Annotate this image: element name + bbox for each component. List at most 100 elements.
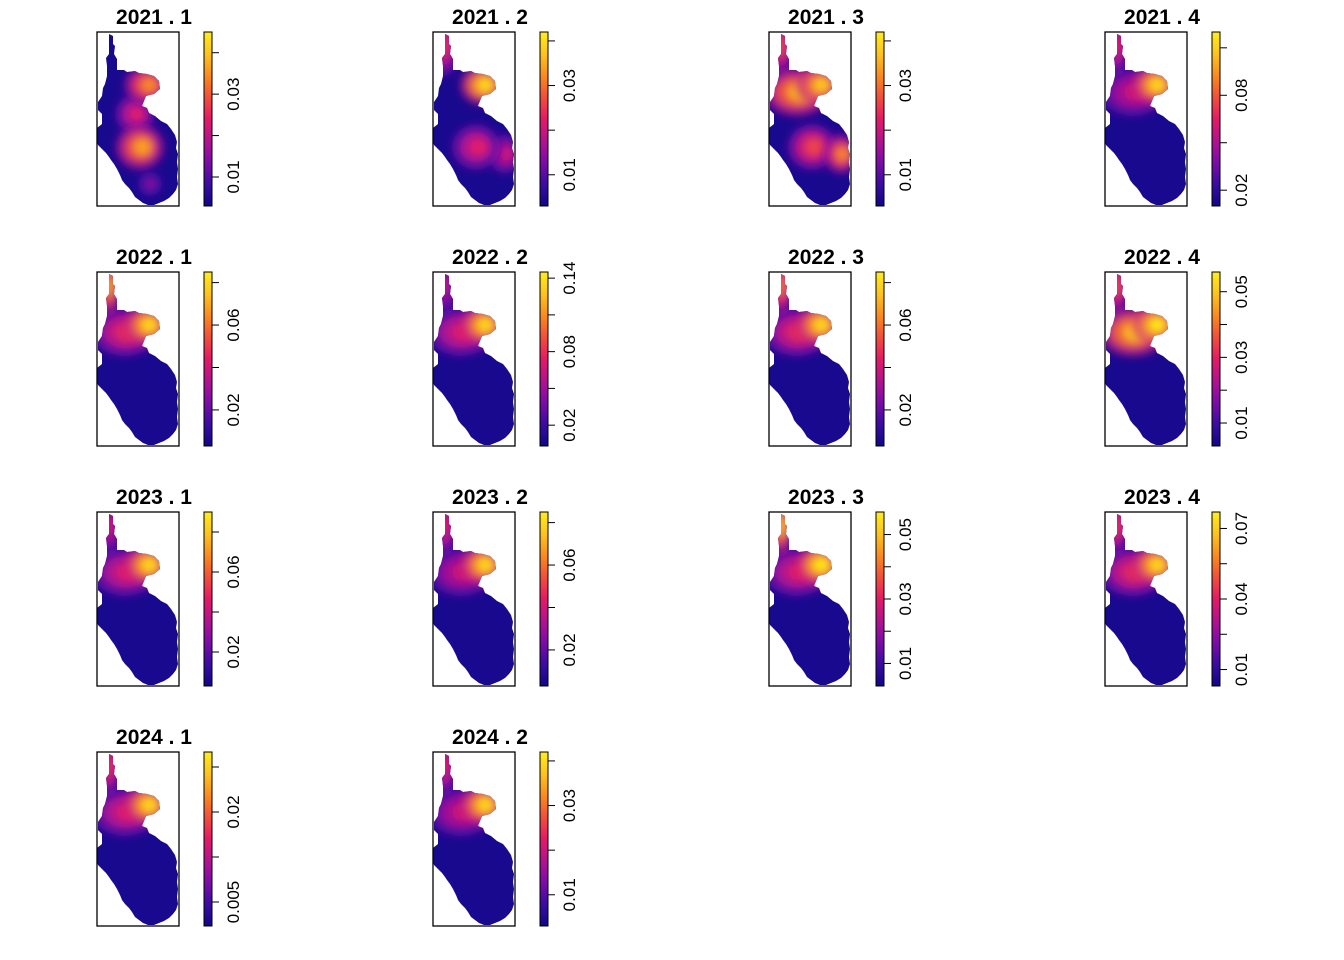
colorbar-tick-label: 0.01: [896, 158, 915, 191]
colorbar-tick-label: 0.02: [560, 409, 579, 442]
density-hotspot: [1132, 65, 1178, 105]
map-panel: 2022 . 2 0.02 0.08 0.14: [432, 246, 579, 447]
colorbar: [1212, 272, 1220, 446]
density-hotspot: [452, 124, 500, 170]
colorbar: [540, 512, 548, 686]
panel-title: 2022 . 4: [1124, 246, 1200, 269]
map-frame: [432, 511, 516, 687]
colorbar-tick-label: 0.03: [896, 69, 915, 102]
density-layer: [1105, 34, 1178, 116]
panel-title: 2021 . 3: [788, 6, 864, 29]
colorbar-tick-label: 0.08: [1232, 79, 1251, 112]
colorbar-tick-label: 0.06: [896, 309, 915, 342]
map-frame: [1104, 271, 1188, 447]
panel-title: 2021 . 4: [1124, 6, 1200, 29]
map-panel: 2021 . 1 0.01 0.03: [96, 6, 243, 207]
colorbar-tick-label: 0.01: [896, 647, 915, 680]
colorbar-tick-label: 0.01: [1232, 406, 1251, 439]
map-frame: [432, 271, 516, 447]
colorbar-tick-label: 0.02: [896, 393, 915, 426]
map-panel: 2024 . 2 0.01 0.03: [432, 726, 579, 927]
map-frame: [96, 751, 180, 927]
colorbar: [876, 272, 884, 446]
panel-title: 2023 . 1: [116, 486, 192, 509]
map-panel: 2022 . 1 0.02 0.06: [96, 246, 243, 447]
colorbar: [876, 512, 884, 686]
panel-title: 2023 . 3: [788, 486, 864, 509]
density-hotspot: [796, 305, 842, 345]
panel-title: 2024 . 1: [116, 726, 192, 749]
panel-title: 2023 . 2: [452, 486, 528, 509]
colorbar-tick-label: 0.01: [224, 160, 243, 193]
density-layer: [433, 514, 506, 596]
map-panel: 2021 . 2 0.01 0.03: [432, 6, 579, 207]
colorbar-tick-label: 0.02: [224, 795, 243, 828]
colorbar-tick-label: 0.005: [224, 881, 243, 924]
panel-title: 2021 . 2: [452, 6, 528, 29]
panel-title: 2024 . 2: [452, 726, 528, 749]
colorbar: [204, 272, 212, 446]
map-panel: 2022 . 3 0.02 0.06: [768, 246, 915, 447]
colorbar-tick-label: 0.03: [1232, 341, 1251, 374]
density-hotspot: [796, 545, 842, 585]
colorbar-tick-label: 0.02: [1232, 174, 1251, 207]
density-layer: [1105, 274, 1178, 356]
colorbar: [204, 32, 212, 206]
colorbar-tick-label: 0.01: [1232, 653, 1251, 686]
density-layer: [433, 754, 506, 836]
colorbar-tick-label: 0.14: [560, 262, 579, 295]
colorbar-tick-label: 0.06: [224, 309, 243, 342]
colorbar-tick-label: 0.03: [896, 582, 915, 615]
density-hotspot: [824, 134, 850, 174]
density-hotspot: [1132, 305, 1178, 345]
map-panel: 2023 . 2 0.02 0.06: [432, 486, 579, 687]
colorbar: [540, 272, 548, 446]
density-hotspot: [1132, 545, 1178, 585]
panel-title: 2022 . 1: [116, 246, 192, 269]
colorbar: [1212, 32, 1220, 206]
colorbar-tick-label: 0.03: [560, 789, 579, 822]
density-hotspot: [138, 172, 162, 196]
density-layer: [433, 274, 506, 356]
colorbar-tick-label: 0.03: [224, 78, 243, 111]
density-hotspot: [788, 124, 836, 170]
map-panel: 2021 . 4 0.02 0.08: [1104, 6, 1251, 207]
panel-title: 2022 . 2: [452, 246, 528, 269]
density-hotspot: [460, 545, 506, 585]
density-hotspot: [796, 65, 842, 105]
map-frame: [1104, 511, 1188, 687]
density-layer: [97, 754, 170, 836]
map-frame: [96, 31, 180, 207]
colorbar-tick-label: 0.01: [560, 158, 579, 191]
density-hotspot: [124, 785, 170, 825]
map-frame: [768, 271, 852, 447]
density-hotspot: [460, 785, 506, 825]
density-layer: [97, 274, 170, 356]
map-panel: 2024 . 1 0.005 0.02: [96, 726, 243, 927]
colorbar-tick-label: 0.02: [560, 633, 579, 666]
map-panel: 2023 . 3 0.01 0.03 0.05: [768, 486, 915, 687]
density-layer: [769, 274, 842, 356]
colorbar-tick-label: 0.02: [224, 635, 243, 668]
panel-title: 2022 . 3: [788, 246, 864, 269]
map-frame: [432, 31, 516, 207]
colorbar: [204, 752, 212, 926]
colorbar-tick-label: 0.02: [224, 393, 243, 426]
density-hotspot: [115, 94, 155, 134]
map-frame: [768, 511, 852, 687]
map-panel: 2021 . 3 0.01 0.03: [768, 6, 915, 207]
map-frame: [768, 31, 852, 207]
panel-title: 2021 . 1: [116, 6, 192, 29]
colorbar-tick-label: 0.08: [560, 335, 579, 368]
colorbar: [204, 512, 212, 686]
density-layer: [769, 514, 842, 596]
map-panel: 2023 . 1 0.02 0.06: [96, 486, 243, 687]
colorbar-tick-label: 0.04: [1232, 582, 1251, 615]
colorbar-tick-label: 0.06: [560, 549, 579, 582]
map-frame: [96, 511, 180, 687]
density-hotspot: [124, 65, 170, 105]
density-hotspot: [124, 545, 170, 585]
map-panel: 2022 . 4 0.01 0.03 0.05: [1104, 246, 1251, 447]
density-layer: [97, 514, 170, 596]
